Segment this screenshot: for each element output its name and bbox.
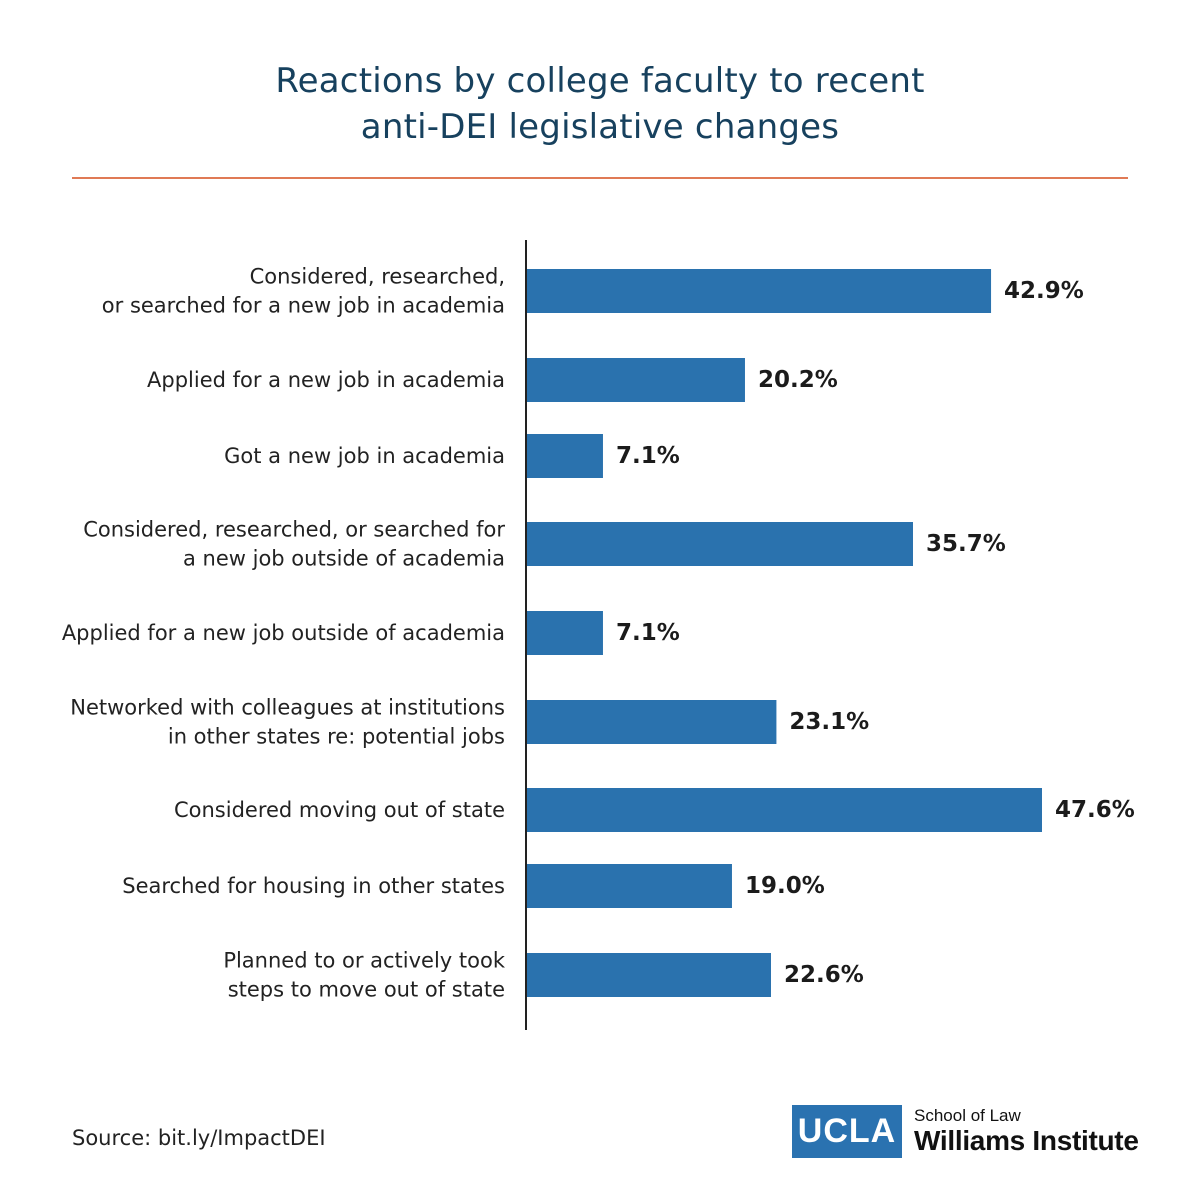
chart-title: Reactions by college faculty to recent a…	[0, 58, 1200, 150]
value-label-6: 47.6%	[1055, 797, 1135, 823]
value-label-8: 22.6%	[784, 962, 864, 988]
value-label-5: 23.1%	[789, 709, 869, 735]
category-label-3-line-1: a new job outside of academia	[183, 547, 505, 571]
category-label-6-line-0: Considered moving out of state	[174, 798, 505, 822]
value-label-0: 42.9%	[1004, 278, 1084, 304]
category-label-2-line-0: Got a new job in academia	[224, 444, 505, 468]
value-label-7: 19.0%	[745, 873, 825, 899]
bar-8	[526, 953, 771, 997]
bar-0	[526, 269, 992, 313]
bar-1	[526, 358, 745, 402]
ucla-williams-institute-logo: UCLA School of Law Williams Institute	[792, 1103, 1139, 1159]
category-label-4-line-0: Applied for a new job outside of academi…	[62, 621, 505, 645]
bar-3	[526, 522, 913, 566]
bar-5	[526, 700, 777, 744]
category-label-8-line-1: steps to move out of state	[228, 978, 505, 1002]
category-label-1-line-0: Applied for a new job in academia	[147, 368, 505, 392]
logo-school-of-law: School of Law	[914, 1106, 1021, 1125]
bar-2	[526, 434, 603, 478]
source-note: Source: bit.ly/ImpactDEI	[72, 1126, 326, 1150]
logo-williams-institute: Williams Institute	[914, 1125, 1139, 1156]
value-label-3: 35.7%	[926, 531, 1006, 557]
logo-text: School of Law Williams Institute	[914, 1106, 1139, 1156]
category-label-7-line-0: Searched for housing in other states	[122, 874, 505, 898]
value-label-2: 7.1%	[616, 443, 680, 469]
title-line-1: Reactions by college faculty to recent	[275, 61, 925, 101]
bar-4	[526, 611, 603, 655]
category-label-5-line-0: Networked with colleagues at institution…	[70, 696, 505, 720]
title-line-2: anti-DEI legislative changes	[360, 107, 840, 147]
category-label-5-line-1: in other states re: potential jobs	[168, 725, 505, 749]
ucla-logo-mark: UCLA	[792, 1104, 902, 1158]
category-label-3-line-0: Considered, researched, or searched for	[83, 518, 505, 542]
bar-6	[526, 788, 1042, 832]
category-label-0-line-1: or searched for a new job in academia	[102, 294, 505, 318]
value-label-1: 20.2%	[758, 367, 838, 393]
bar-7	[526, 864, 732, 908]
category-label-0-line-0: Considered, researched,	[250, 265, 505, 289]
category-label-8-line-0: Planned to or actively took	[223, 949, 506, 973]
bar-chart: 42.9% Considered, researched, or searched …	[62, 240, 1135, 1030]
title-divider	[72, 177, 1128, 179]
value-label-4: 7.1%	[616, 620, 680, 646]
